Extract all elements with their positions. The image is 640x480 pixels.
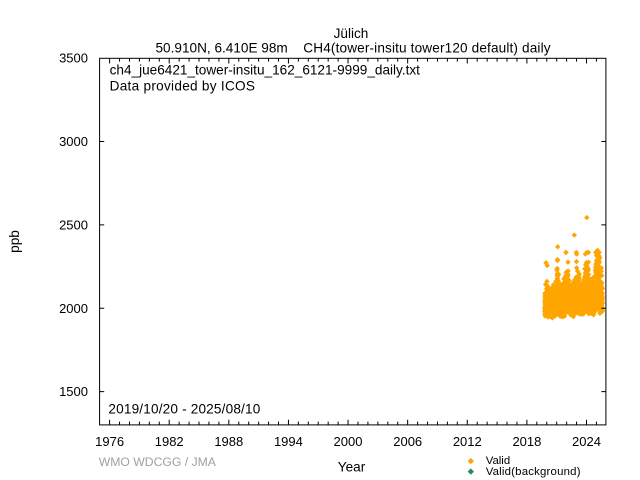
svg-text:2500: 2500 bbox=[59, 217, 88, 232]
svg-text:2012: 2012 bbox=[453, 434, 482, 449]
svg-text:1500: 1500 bbox=[59, 384, 88, 399]
svg-text:1988: 1988 bbox=[214, 434, 243, 449]
svg-text:2024: 2024 bbox=[572, 434, 601, 449]
svg-text:3500: 3500 bbox=[59, 51, 88, 66]
svg-text:WMO WDCGG / JMA: WMO WDCGG / JMA bbox=[99, 455, 217, 469]
svg-text:Data provided by ICOS: Data provided by ICOS bbox=[110, 79, 256, 94]
svg-text:2018: 2018 bbox=[512, 434, 541, 449]
svg-text:2000: 2000 bbox=[334, 434, 363, 449]
svg-text:Valid: Valid bbox=[486, 455, 510, 467]
svg-text:1994: 1994 bbox=[274, 434, 303, 449]
svg-text:Valid(background): Valid(background) bbox=[486, 466, 581, 478]
svg-text:1982: 1982 bbox=[155, 434, 184, 449]
svg-text:2006: 2006 bbox=[393, 434, 422, 449]
svg-text:ch4_jue6421_tower-insitu_162_6: ch4_jue6421_tower-insitu_162_6121-9999_d… bbox=[110, 63, 421, 78]
svg-text:50.910N, 6.410E 98m: 50.910N, 6.410E 98m bbox=[156, 40, 288, 55]
svg-text:2000: 2000 bbox=[59, 301, 88, 316]
svg-text:Jülich: Jülich bbox=[334, 26, 369, 41]
svg-text:ppb: ppb bbox=[7, 230, 22, 253]
svg-text:1976: 1976 bbox=[95, 434, 124, 449]
svg-text:CH4(tower-insitu tower120 defa: CH4(tower-insitu tower120 default) daily bbox=[303, 40, 550, 55]
svg-text:3000: 3000 bbox=[59, 134, 88, 149]
svg-text:Year: Year bbox=[338, 459, 366, 474]
svg-text:2019/10/20 - 2025/08/10: 2019/10/20 - 2025/08/10 bbox=[108, 401, 260, 416]
